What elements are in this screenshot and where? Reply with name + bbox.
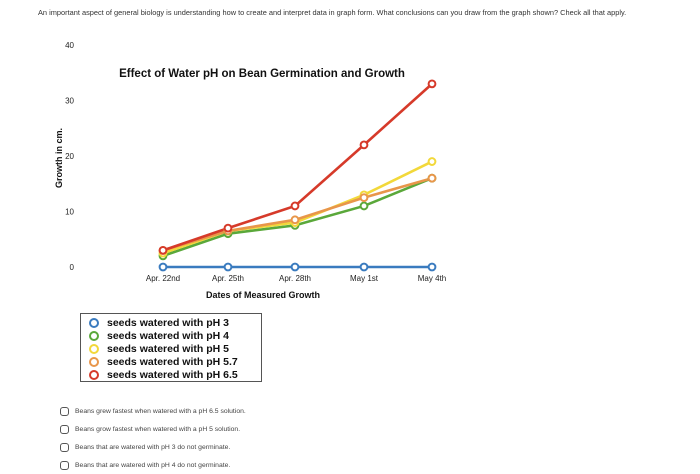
data-point [359,140,369,150]
legend-label: seeds watered with pH 5.7 [107,355,238,368]
x-tick-label: Apr. 22nd [146,274,180,283]
answer-option[interactable]: Beans grow fastest when watered with a p… [60,420,246,438]
chart-legend: seeds watered with pH 3 seeds watered wi… [80,313,262,382]
x-axis-label: Dates of Measured Growth [206,290,320,300]
answer-option[interactable]: Beans that are watered with pH 4 do not … [60,456,246,474]
legend-item: seeds watered with pH 4 [89,329,261,342]
x-tick-label: Apr. 25th [212,274,244,283]
data-point [158,262,168,272]
legend-item: seeds watered with pH 5 [89,342,261,355]
series-line [162,176,433,252]
answer-options: Beans grew fastest when watered with a p… [60,402,246,474]
legend-label: seeds watered with pH 6.5 [107,368,238,381]
y-tick-label: 40 [65,41,74,50]
legend-item: seeds watered with pH 5.7 [89,355,261,368]
checkbox[interactable] [60,460,69,470]
y-tick-label: 30 [65,97,74,106]
answer-option[interactable]: Beans that are watered with pH 3 do not … [60,438,246,456]
data-point [427,173,437,183]
x-tick-label: May 4th [418,274,446,283]
legend-marker-icon [89,330,99,341]
checkbox[interactable] [60,442,69,452]
option-label: Beans that are watered with pH 3 do not … [75,443,231,451]
data-point [223,262,233,272]
legend-label: seeds watered with pH 3 [107,316,229,329]
legend-label: seeds watered with pH 5 [107,342,229,355]
data-point [223,223,233,233]
data-point [427,262,437,272]
checkbox[interactable] [60,424,69,434]
legend-marker-icon [89,356,99,367]
y-axis-label: Growth in cm. [54,128,64,188]
legend-item: seeds watered with pH 3 [89,316,261,329]
question-text: An important aspect of general biology i… [38,8,627,17]
data-point [359,262,369,272]
option-label: Beans grew fastest when watered with a p… [75,407,246,415]
data-point [290,215,300,225]
legend-marker-icon [89,343,99,354]
legend-label: seeds watered with pH 4 [107,329,229,342]
data-point [359,201,369,211]
data-point [158,245,168,255]
legend-marker-icon [89,369,99,380]
data-point [427,79,437,89]
y-tick-label: 10 [65,208,74,217]
option-label: Beans that are watered with pH 4 do not … [75,461,231,469]
data-point [290,201,300,211]
chart-title: Effect of Water pH on Bean Germination a… [119,68,405,80]
legend-item: seeds watered with pH 6.5 [89,368,261,381]
answer-option[interactable]: Beans grew fastest when watered with a p… [60,402,246,420]
data-point [359,193,369,203]
checkbox[interactable] [60,406,69,416]
data-point [427,157,437,166]
option-label: Beans grow fastest when watered with a p… [75,425,241,433]
x-tick-label: May 1st [350,274,379,283]
legend-marker-icon [89,317,99,328]
y-tick-label: 20 [65,152,74,161]
x-tick-label: Apr. 28th [279,274,311,283]
y-tick-label: 0 [70,263,75,272]
data-point [290,262,300,272]
